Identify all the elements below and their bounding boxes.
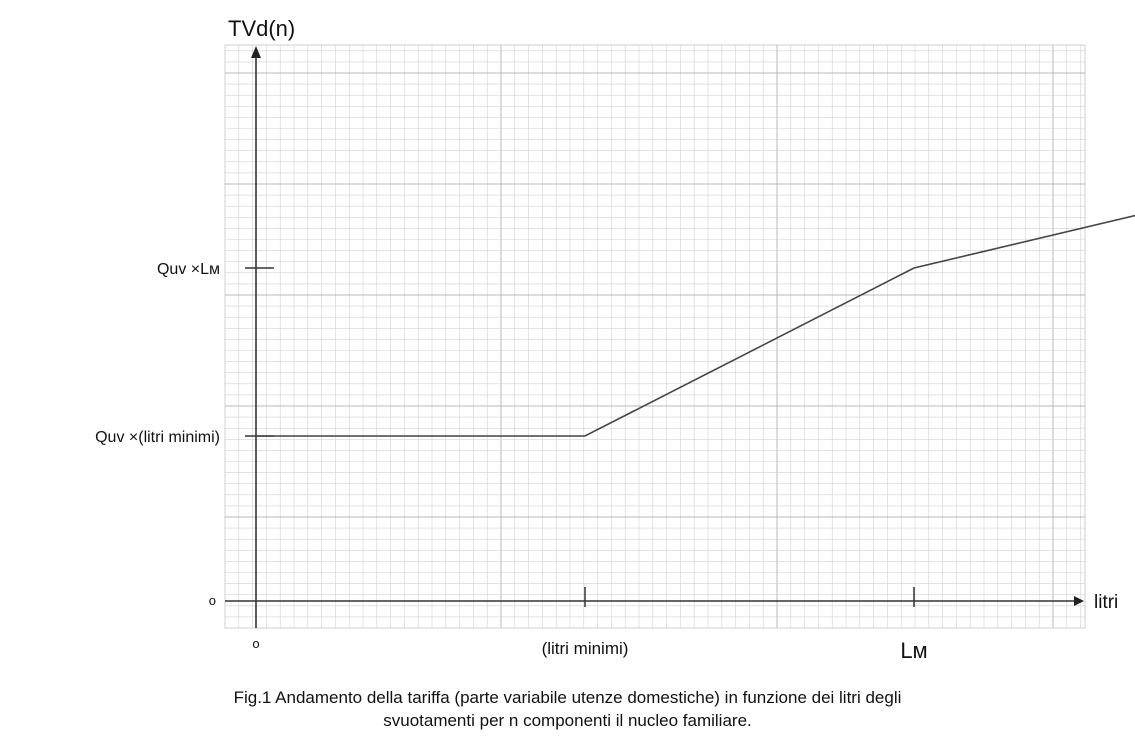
x-tick-label: (litri minimi) [542,639,629,658]
ticks: o (litri minimi) Lᴍ o Quv ×(litri minimi) Quv… [95,261,928,663]
figure-caption: Fig.1 Andamento della tariffa (parte var… [0,686,1135,732]
x-axis-arrow-icon [1074,596,1084,606]
caption-line-1: Fig.1 Andamento della tariffa (parte var… [233,688,902,707]
y-tick-label: o [209,593,216,608]
axes [225,46,1084,628]
x-tick-label: Lᴍ [900,638,927,663]
y-tick-label: Quv ×Lᴍ [157,261,220,278]
caption-line-2: svuotamenti per n componenti il nucleo f… [383,711,752,730]
x-tick-label: o [252,636,259,651]
grid-frame [224,44,1086,629]
y-tick-label: Quv ×(litri minimi) [95,429,220,446]
y-axis-label: TVd(n) [228,16,295,41]
series-line [256,214,1135,437]
x-axis-label: litri [1094,592,1118,613]
grid [224,44,1086,629]
y-axis-arrow-icon [251,46,261,58]
